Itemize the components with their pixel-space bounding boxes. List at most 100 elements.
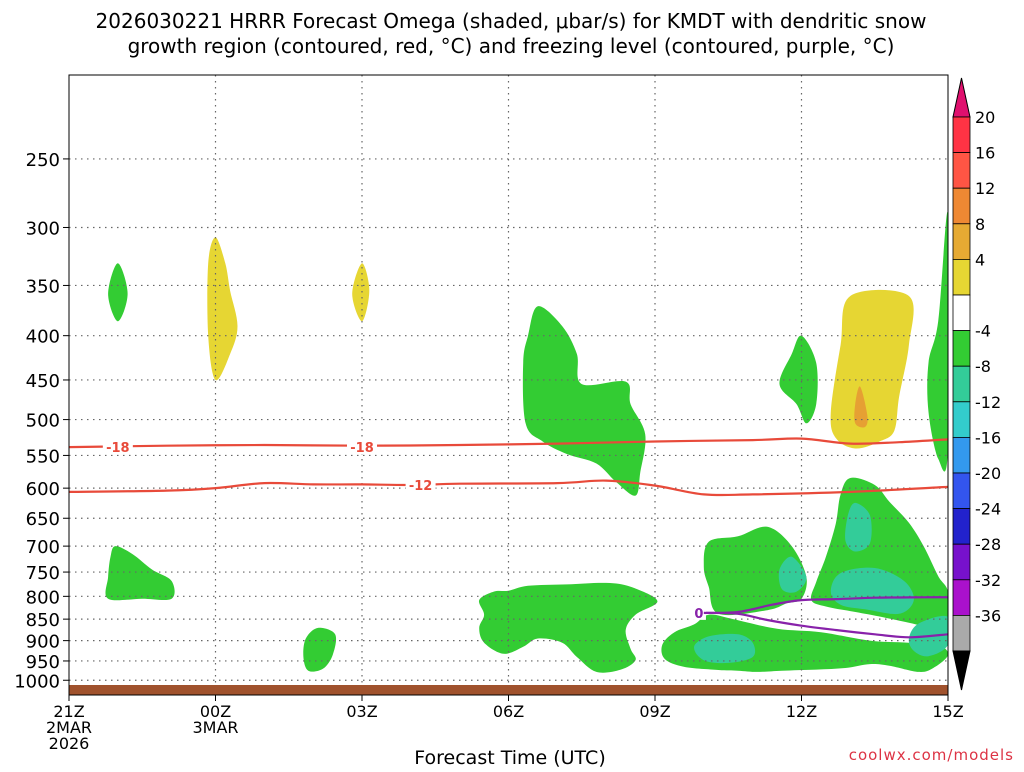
y-tick-label-3: 400: [26, 327, 60, 348]
y-tick-label-2: 350: [26, 276, 60, 297]
x-axis-label: Forecast Time (UTC): [414, 747, 605, 768]
contour-label-2-0: 0: [694, 607, 703, 622]
y-tick-label-5: 500: [26, 411, 60, 432]
colorbar-bin-4: [952, 258, 971, 296]
omega-shading: [105, 211, 948, 673]
y-tick-label-6: 550: [26, 446, 60, 467]
omega-region-10: [694, 633, 756, 664]
x-tick-label-1-line-0: 00Z: [200, 702, 231, 721]
omega-region-18: [854, 386, 868, 428]
x-tick-label-4: 09Z: [639, 702, 670, 721]
x-tick-label-0-line-2: 2026: [49, 734, 90, 753]
colorbar-bin-12: [952, 543, 971, 581]
x-tick-label-5-line-0: 12Z: [786, 702, 817, 721]
colorbar-label-5: -4: [975, 322, 991, 341]
x-tick-label-3: 06Z: [493, 702, 524, 721]
chart-title-line1: 2026030221 HRRR Forecast Omega (shaded, …: [96, 9, 927, 33]
y-tick-label-15: 1000: [14, 671, 60, 692]
x-tick-label-2: 03Z: [346, 702, 377, 721]
colorbar-label-11: -28: [975, 535, 1001, 554]
y-tick-label-4: 450: [26, 371, 60, 392]
colorbar-top-arrow: [952, 77, 971, 118]
omega-region-3: [522, 306, 646, 496]
x-axis: 21Z 2MAR 2026 00Z 3MAR 03Z 06Z 09Z 12Z 15Z: [46, 695, 964, 753]
omega-region-12: [845, 502, 872, 552]
colorbar-label-4: 4: [975, 250, 985, 269]
contour-label-1-0: -12: [409, 479, 433, 494]
omega-region-5: [779, 335, 818, 424]
omega-region-0: [108, 263, 128, 322]
omega-region-15: [207, 237, 238, 381]
omega-region-6: [927, 211, 948, 472]
colorbar-label-3: 8: [975, 215, 985, 234]
colorbar-bin-8: [952, 401, 971, 438]
colorbar-bottom-arrow: [952, 650, 971, 691]
colorbar-bin-10: [952, 472, 971, 509]
colorbar-bin-3: [952, 223, 971, 260]
contour-label-0-1: -18: [350, 441, 374, 456]
colorbar-bin-6: [952, 330, 971, 367]
y-tick-label-14: 950: [26, 652, 60, 673]
contour-label-bg-2-0: [691, 605, 706, 620]
omega-region-17: [830, 289, 914, 449]
y-tick-label-12: 850: [26, 610, 60, 631]
colorbar-label-10: -24: [975, 500, 1001, 519]
colorbar-label-9: -20: [975, 464, 1001, 483]
contour-line-0: [68, 437, 949, 449]
grid-lines: [69, 75, 948, 695]
omega-region-11: [778, 556, 807, 593]
y-tick-label-13: 900: [26, 632, 60, 653]
x-tick-label-1-line-1: 3MAR: [192, 718, 238, 737]
colorbar-label-13: -36: [975, 606, 1001, 625]
colorbar-bin-5: [952, 294, 971, 331]
x-tick-label-0-line-0: 21Z: [53, 702, 84, 721]
credit-text: coolwx.com/models: [849, 746, 1014, 764]
colorbar-label-1: 16: [975, 144, 995, 163]
y-tick-label-8: 650: [26, 509, 60, 530]
colorbar-label-6: -8: [975, 357, 991, 376]
omega-region-7: [703, 526, 807, 616]
colorbar-bin-11: [952, 508, 971, 545]
ground-surface: [69, 685, 948, 695]
colorbar-bin-13: [952, 579, 971, 616]
omega-region-16: [352, 263, 370, 322]
y-tick-label-9: 700: [26, 537, 60, 558]
colorbar-label-2: 12: [975, 179, 995, 198]
colorbar-bin-1: [952, 152, 971, 189]
y-tick-label-7: 600: [26, 479, 60, 500]
contour-line-2: [703, 596, 949, 614]
contour-label-bg-1-0: [405, 478, 436, 493]
x-tick-label-2-line-0: 03Z: [346, 702, 377, 721]
omega-region-13: [830, 567, 914, 615]
omega-region-2: [303, 627, 337, 672]
omega-region-4: [478, 582, 658, 673]
colorbar-bin-0: [952, 116, 971, 153]
x-tick-label-1: 00Z 3MAR: [192, 702, 238, 737]
contour-label-bg-0-0: [102, 440, 133, 455]
y-tick-label-1: 300: [26, 218, 60, 239]
colorbar-label-0: 20: [975, 108, 995, 127]
colorbar-bin-7: [952, 365, 971, 403]
colorbar-bin-2: [952, 187, 971, 225]
colorbar-bin-9: [952, 436, 971, 474]
x-tick-label-0-line-1: 2MAR: [46, 718, 92, 737]
colorbar-bin-14: [952, 615, 971, 652]
contour-label-bg-0-1: [347, 440, 377, 455]
omega-region-1: [105, 546, 175, 601]
x-tick-label-6: 15Z: [932, 702, 963, 721]
x-tick-label-4-line-0: 09Z: [639, 702, 670, 721]
contour-line-3: [703, 611, 949, 639]
y-axis: 2503003504004505005506006507007508008509…: [14, 150, 69, 692]
x-tick-label-6-line-0: 15Z: [932, 702, 963, 721]
colorbar-label-7: -12: [975, 393, 1001, 412]
y-tick-label-10: 750: [26, 563, 60, 584]
chart-title-line2: growth region (contoured, red, °C) and f…: [128, 34, 895, 58]
x-tick-label-0: 21Z 2MAR 2026: [46, 702, 92, 753]
contour-label-0-0: -18: [106, 441, 130, 456]
x-tick-label-5: 12Z: [786, 702, 817, 721]
contour-lines: -18 -18 -12 0: [68, 437, 949, 639]
y-tick-label-0: 250: [26, 150, 60, 171]
colorbar-label-8: -16: [975, 428, 1001, 447]
